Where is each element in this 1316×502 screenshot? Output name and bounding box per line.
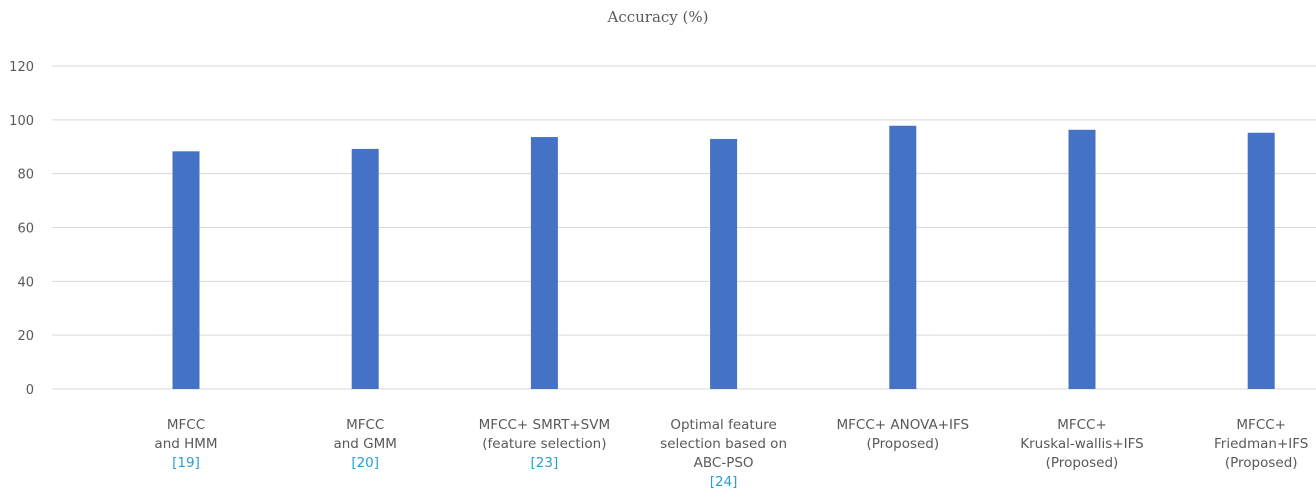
citation-link[interactable]: [24] (710, 474, 738, 490)
citation-link[interactable]: [20] (351, 455, 379, 471)
x-category-label: MFCC+ Friedman+IFS (Proposed) (1214, 417, 1308, 471)
x-label-line: and HMM (154, 436, 217, 452)
x-label-line: Kruskal-wallis+IFS (1020, 436, 1143, 452)
x-category-label: MFCC+ Kruskal-wallis+IFS (Proposed) (1020, 417, 1143, 471)
bar (710, 138, 738, 389)
x-label-line: MFCC+ (1057, 417, 1107, 433)
x-category-label: MFCC+ ANOVA+IFS (Proposed) (837, 417, 970, 452)
y-axis-ticks: 0 20 40 60 80 100 120 (9, 60, 34, 398)
x-category-label: MFCC and HMM [19] (154, 417, 217, 471)
y-tick-label: 40 (17, 275, 34, 290)
x-label-line: MFCC (167, 417, 205, 433)
y-tick-label: 120 (9, 60, 34, 75)
y-tick-label: 80 (17, 168, 34, 183)
x-label-line: MFCC+ (1236, 417, 1286, 433)
y-tick-label: 60 (17, 222, 34, 237)
y-tick-label: 100 (9, 114, 34, 129)
x-label-line: Optimal feature (670, 417, 776, 433)
x-label-line: (Proposed) (866, 436, 939, 452)
x-label-line: Friedman+IFS (1214, 436, 1308, 452)
bar (530, 137, 558, 389)
citation-link[interactable]: [19] (172, 455, 200, 471)
bar (889, 125, 917, 389)
y-tick-label: 20 (17, 329, 34, 344)
x-label-line: and GMM (333, 436, 396, 452)
chart-title: Accuracy (%) (607, 8, 709, 26)
y-tick-label: 0 (26, 383, 34, 398)
bar (1068, 129, 1096, 390)
bar (1247, 132, 1275, 389)
bars (172, 125, 1275, 390)
x-axis-labels: MFCC and HMM [19] MFCC and GMM [20] MFCC+ SMRT… (154, 417, 1308, 490)
x-label-line: MFCC+ SMRT+SVM (479, 417, 611, 433)
bar (351, 148, 379, 389)
x-label-line: selection based on (660, 436, 787, 452)
x-label-line: MFCC+ ANOVA+IFS (837, 417, 970, 433)
x-category-label: Optimal feature selection based on ABC-PSO… (660, 417, 787, 490)
x-label-line: MFCC (346, 417, 384, 433)
x-category-label: MFCC and GMM [20] (333, 417, 396, 471)
citation-link[interactable]: [23] (531, 455, 559, 471)
x-label-line: (Proposed) (1046, 455, 1119, 471)
x-label-line: (Proposed) (1225, 455, 1298, 471)
bar (172, 151, 200, 389)
x-label-line: (feature selection) (482, 436, 606, 452)
x-category-label: MFCC+ SMRT+SVM (feature selection) [23] (479, 417, 611, 471)
x-label-line: ABC-PSO (694, 455, 754, 471)
gridlines (52, 65, 1316, 390)
